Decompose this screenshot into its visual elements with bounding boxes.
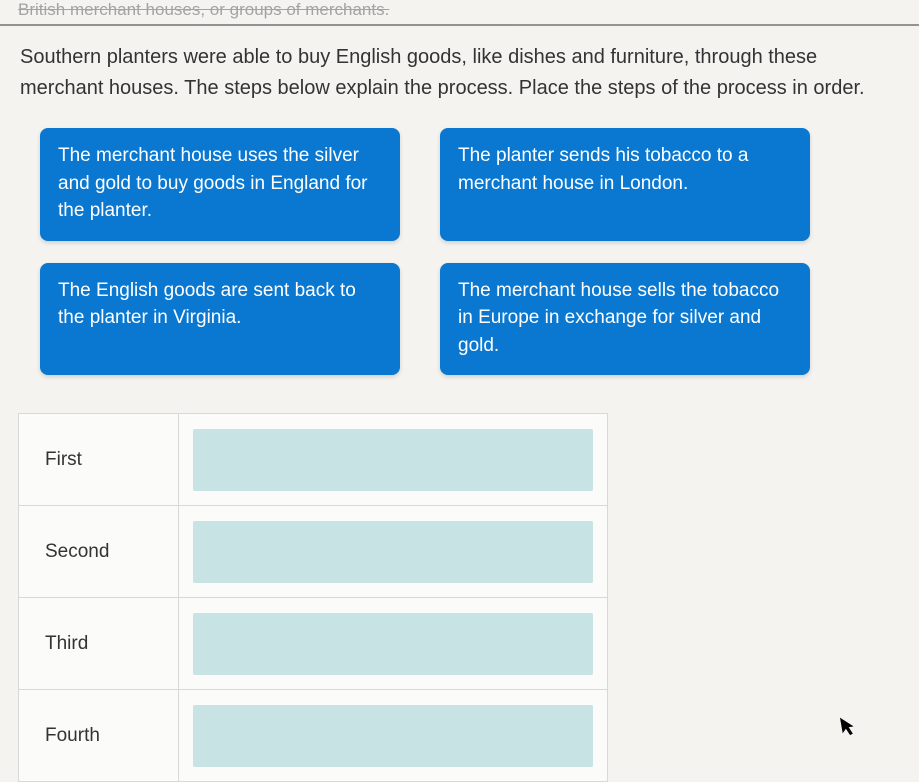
question-instructions: Southern planters were able to buy Engli…: [0, 36, 919, 120]
table-row: Second: [19, 506, 608, 598]
order-slot-cell: [179, 598, 608, 690]
table-row: First: [19, 414, 608, 506]
dropzone-first[interactable]: [193, 429, 593, 491]
draggable-card-merchant-buys-goods[interactable]: The merchant house uses the silver and g…: [40, 128, 400, 241]
ordering-table: First Second Third Fourth: [18, 413, 608, 782]
mouse-cursor-icon: [840, 715, 860, 743]
draggable-card-merchant-sells-tobacco[interactable]: The merchant house sells the tobacco in …: [440, 263, 810, 376]
draggable-cards-container: The merchant house uses the silver and g…: [0, 120, 919, 385]
order-slot-cell: [179, 414, 608, 506]
order-label-third: Third: [19, 598, 179, 690]
draggable-card-planter-sends-tobacco[interactable]: The planter sends his tobacco to a merch…: [440, 128, 810, 241]
table-row: Third: [19, 598, 608, 690]
draggable-card-goods-sent-back[interactable]: The English goods are sent back to the p…: [40, 263, 400, 376]
order-slot-cell: [179, 506, 608, 598]
order-label-fourth: Fourth: [19, 690, 179, 782]
dropzone-third[interactable]: [193, 613, 593, 675]
dropzone-second[interactable]: [193, 521, 593, 583]
dropzone-fourth[interactable]: [193, 705, 593, 767]
table-row: Fourth: [19, 690, 608, 782]
order-label-second: Second: [19, 506, 179, 598]
order-label-first: First: [19, 414, 179, 506]
cutoff-previous-line: British merchant houses, or groups of me…: [0, 0, 919, 26]
order-slot-cell: [179, 690, 608, 782]
